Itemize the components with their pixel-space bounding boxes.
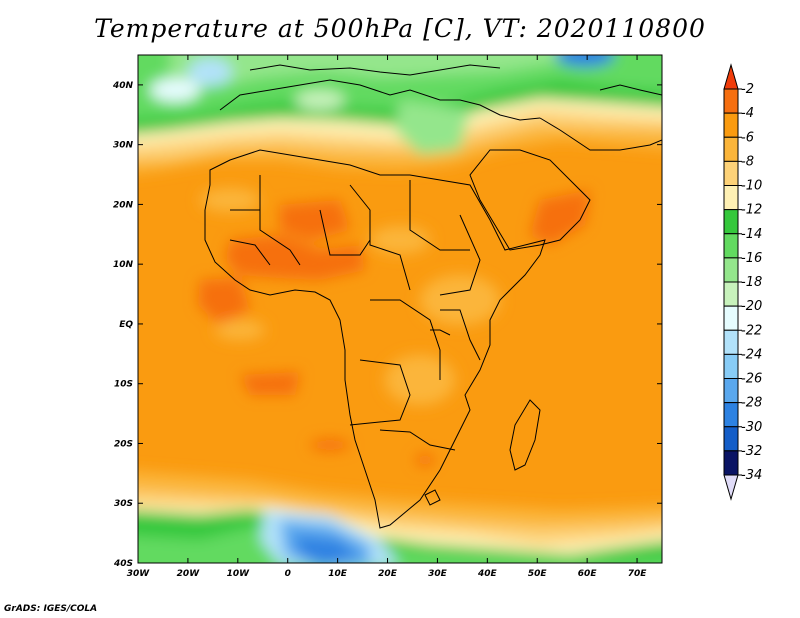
- colorbar-top-arrow: [723, 63, 739, 90]
- colorbar-band: [723, 378, 739, 404]
- y-tick-label: 30S: [114, 499, 133, 509]
- colorbar-band: [723, 426, 739, 452]
- x-tick-label: 10W: [227, 569, 251, 579]
- colorbar-band: [723, 281, 739, 307]
- x-tick-label: 20W: [177, 569, 201, 579]
- x-tick-label: 0: [285, 569, 291, 579]
- colorbar-bottom-arrow: [723, 474, 739, 501]
- colorbar-label: -30: [741, 420, 762, 435]
- colorbar-band: [723, 88, 739, 114]
- colorbar-label: -32: [741, 444, 762, 459]
- colorbar-label: -24: [741, 347, 762, 362]
- latitude-axis: 40N 30N 20N 10N EQ 10S 20S 30S 40S: [112, 81, 662, 569]
- y-tick-label: 20N: [113, 200, 134, 210]
- colorbar-label: -26: [741, 372, 762, 387]
- x-tick-label: 30W: [127, 569, 151, 579]
- x-tick-label: 20E: [378, 569, 398, 579]
- colorbar-label: -14: [741, 227, 762, 242]
- longitude-axis: 30W 20W 10W 0 10E 20E 30E 40E 50E 60E 70E: [127, 55, 647, 579]
- colorbar-label: -28: [741, 396, 762, 411]
- colorbar-label: -20: [741, 299, 762, 314]
- y-tick-label: EQ: [119, 320, 133, 330]
- colorbar-band: [723, 112, 739, 138]
- colorbar-band: [723, 353, 739, 379]
- colorbar-band: [723, 329, 739, 355]
- colorbar-band: [723, 160, 739, 186]
- colorbar-label: -6: [741, 130, 754, 145]
- y-tick-label: 20S: [114, 439, 133, 449]
- colorbar-band: [723, 305, 739, 331]
- colorbar: -2 -4 -6 -8 -10 -12 -14 -16 -18 -20 -22 -24 -26 -28 -3…: [723, 63, 762, 501]
- temperature-field: [138, 55, 662, 563]
- colorbar-band: [723, 257, 739, 283]
- x-tick-label: 30E: [428, 569, 448, 579]
- x-tick-label: 70E: [628, 569, 648, 579]
- colorbar-label: -8: [741, 154, 754, 169]
- colorbar-band: [723, 402, 739, 428]
- colorbar-band-last: [723, 450, 739, 476]
- colorbar-band: [723, 233, 739, 259]
- colorbar-band: [723, 185, 739, 211]
- colorbar-label: -2: [741, 82, 754, 97]
- y-tick-label: 10S: [114, 380, 133, 390]
- x-tick-label: 40E: [477, 569, 498, 579]
- colorbar-label: -34: [741, 468, 762, 483]
- colorbar-label: -16: [741, 251, 762, 266]
- colorbar-label: -12: [741, 203, 762, 218]
- coastlines-and-borders: [204, 64, 662, 529]
- map-title: Temperature at 500hPa [C], VT: 202011080…: [94, 14, 706, 43]
- colorbar-label: -10: [741, 179, 762, 194]
- y-tick-label: 40S: [113, 559, 133, 569]
- y-tick-label: 30N: [113, 141, 134, 151]
- colorbar-label: -18: [741, 275, 762, 290]
- grads-credit: GrADS: IGES/COLA: [4, 604, 98, 614]
- y-tick-label: 40N: [112, 81, 134, 91]
- x-tick-label: 60E: [578, 569, 598, 579]
- plot-frame: [137, 54, 663, 564]
- colorbar-band: [723, 209, 739, 235]
- x-tick-label: 50E: [528, 569, 548, 579]
- y-tick-label: 10N: [113, 260, 134, 270]
- colorbar-label: -22: [741, 323, 762, 338]
- colorbar-band: [723, 136, 739, 162]
- colorbar-label: -4: [741, 106, 754, 121]
- x-tick-label: 10E: [328, 569, 348, 579]
